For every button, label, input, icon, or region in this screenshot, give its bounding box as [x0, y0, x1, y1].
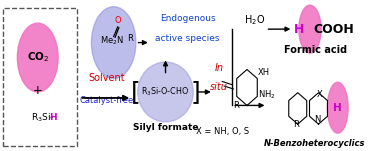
Text: [: [: [131, 80, 141, 104]
Text: X: X: [317, 90, 323, 99]
Ellipse shape: [17, 23, 58, 92]
Text: R$_3$Si-O-CHO: R$_3$Si-O-CHO: [141, 86, 190, 98]
Text: R$_3$Si-: R$_3$Si-: [31, 111, 55, 124]
Text: H: H: [333, 103, 342, 113]
Text: Me$_2$N: Me$_2$N: [100, 34, 124, 47]
Text: active species: active species: [155, 34, 220, 43]
Text: COOH: COOH: [313, 23, 354, 36]
Text: H$_2$O: H$_2$O: [244, 13, 265, 27]
Text: +: +: [33, 84, 43, 97]
Text: X = NH, O, S: X = NH, O, S: [196, 127, 249, 136]
Text: O: O: [115, 16, 121, 25]
Text: N: N: [314, 115, 321, 124]
Text: Catalyst-free: Catalyst-free: [79, 96, 133, 105]
Text: XH: XH: [258, 68, 270, 77]
Text: Solvent: Solvent: [88, 74, 125, 84]
Text: CO$_2$: CO$_2$: [26, 51, 49, 64]
Text: NH$_2$: NH$_2$: [258, 89, 276, 101]
Ellipse shape: [91, 7, 136, 79]
Text: In: In: [215, 63, 224, 73]
Text: H: H: [294, 23, 304, 36]
Ellipse shape: [327, 82, 348, 133]
Ellipse shape: [138, 62, 193, 122]
Text: situ: situ: [210, 82, 228, 92]
Text: Silyl formate: Silyl formate: [133, 123, 198, 132]
Text: H: H: [50, 113, 57, 122]
Text: R: R: [233, 101, 239, 110]
Text: Formic acid: Formic acid: [284, 45, 347, 55]
Text: N-Benzoheterocyclics: N-Benzoheterocyclics: [264, 139, 366, 148]
Text: R: R: [293, 120, 299, 129]
Text: ]: ]: [190, 80, 200, 104]
Text: Endogenous: Endogenous: [160, 14, 215, 23]
Text: R: R: [127, 34, 133, 43]
Ellipse shape: [299, 5, 321, 53]
